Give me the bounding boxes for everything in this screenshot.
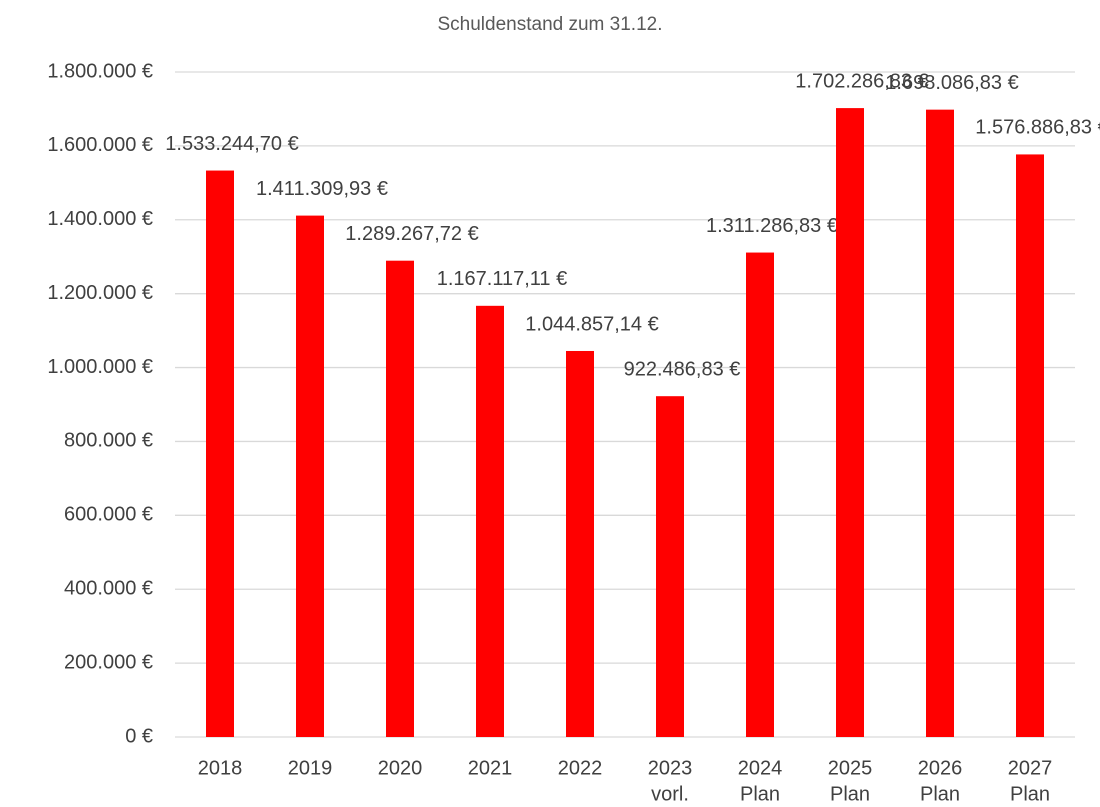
value-label: 1.533.244,70 €: [165, 133, 298, 155]
x-tick-label: 2026: [918, 757, 963, 779]
bar: [656, 396, 684, 737]
y-tick-label: 1.600.000 €: [47, 134, 153, 156]
x-tick-label: 2018: [198, 757, 243, 779]
bar: [1016, 154, 1044, 737]
value-label: 1.698.086,83 €: [885, 72, 1018, 94]
chart-title: Schuldenstand zum 31.12.: [438, 14, 663, 35]
y-tick-label: 200.000 €: [64, 651, 153, 673]
value-label: 1.289.267,72 €: [345, 223, 478, 245]
y-tick-label: 1.000.000 €: [47, 356, 153, 378]
x-tick-label: 2019: [288, 757, 333, 779]
value-label: 922.486,83 €: [624, 358, 741, 380]
y-tick-label: 800.000 €: [64, 430, 153, 452]
x-tick-label: 2023: [648, 757, 693, 779]
bar: [566, 350, 594, 737]
x-tick-label: Plan: [920, 783, 960, 805]
bar: [386, 260, 414, 737]
x-tick-label: 2022: [558, 757, 603, 779]
x-tick-label: Plan: [1010, 783, 1050, 805]
y-tick-label: 1.800.000 €: [47, 60, 153, 82]
x-tick-label: 2020: [378, 757, 423, 779]
x-tick-label: vorl.: [651, 783, 689, 805]
value-label: 1.702.286,83 €: [795, 70, 928, 92]
bar: [836, 108, 864, 737]
value-label: 1.576.886,83 €: [975, 117, 1100, 139]
x-tick-label: 2024: [738, 757, 783, 779]
x-tick-label: 2021: [468, 757, 513, 779]
bar: [296, 215, 324, 738]
x-tick-label: Plan: [830, 783, 870, 805]
x-tick-label: Plan: [740, 783, 780, 805]
y-tick-label: 600.000 €: [64, 504, 153, 526]
bar: [926, 109, 954, 738]
x-tick-label: 2027: [1008, 757, 1053, 779]
value-label: 1.167.117,11 €: [437, 268, 568, 290]
bar: [206, 170, 234, 737]
value-label: 1.411.309,93 €: [256, 178, 388, 200]
y-tick-label: 1.400.000 €: [47, 208, 153, 230]
bar: [476, 305, 504, 737]
y-tick-label: 1.200.000 €: [47, 282, 153, 304]
bar: [746, 252, 774, 737]
y-tick-label: 0 €: [125, 725, 153, 747]
value-label: 1.311.286,83 €: [706, 215, 838, 237]
x-tick-label: 2025: [828, 757, 873, 779]
y-tick-label: 400.000 €: [64, 578, 153, 600]
value-label: 1.044.857,14 €: [525, 313, 658, 335]
